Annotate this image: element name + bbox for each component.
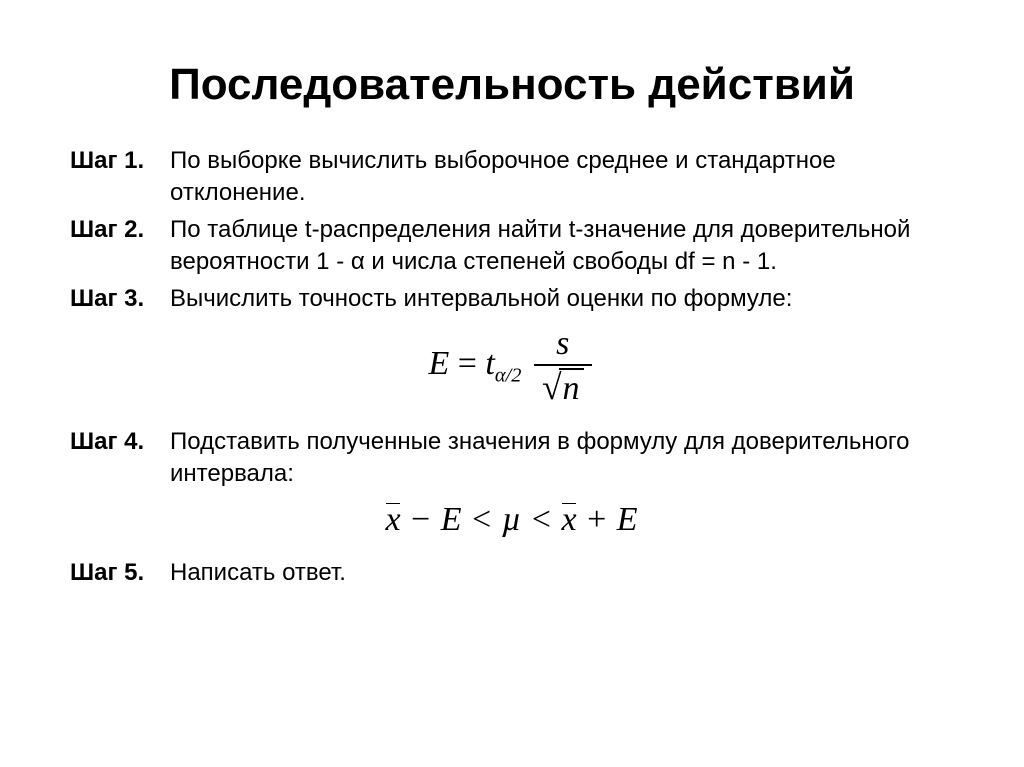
step-3: Шаг 3. Вычислить точность интервальной о… (70, 283, 954, 315)
step-label: Шаг 5. (70, 557, 170, 589)
steps-list: Шаг 1. По выборке вычислить выборочное с… (70, 145, 954, 589)
sym-xbar: x (385, 501, 401, 539)
formula-precision: E = tα/2 s √n (70, 325, 954, 408)
step-label: Шаг 4. (70, 426, 170, 491)
step-4: Шаг 4. Подставить полученные значения в … (70, 426, 954, 491)
sym-xbar: x (561, 501, 577, 539)
step-text: Написать ответ. (170, 557, 954, 589)
sym-alpha-half: α/2 (495, 364, 522, 386)
sym-n: n (559, 368, 584, 407)
step-5: Шаг 5. Написать ответ. (70, 557, 954, 589)
slide: Последовательность действий Шаг 1. По вы… (0, 0, 1024, 767)
sym-minus: − (402, 501, 441, 538)
sym-lt: < (463, 501, 502, 538)
step-2: Шаг 2. По таблице t-распределения найти … (70, 214, 954, 279)
step-text: По таблице t-распределения найти t-значе… (170, 214, 954, 279)
step-text: Вычислить точность интервальной оценки п… (170, 283, 954, 315)
step-1: Шаг 1. По выборке вычислить выборочное с… (70, 145, 954, 210)
numerator: s (534, 325, 592, 366)
sym-E: E (428, 345, 449, 382)
sym-t: t (485, 345, 494, 382)
step-label: Шаг 3. (70, 283, 170, 315)
fraction: s √n (534, 325, 592, 408)
step-label: Шаг 2. (70, 214, 170, 279)
step-text: Подставить полученные значения в формулу… (170, 426, 954, 491)
sym-E: E (441, 501, 463, 538)
sym-E: E (617, 501, 639, 538)
sym-mu: µ (502, 501, 523, 538)
formula-interval: x − E < µ < x + E (70, 501, 954, 539)
slide-title: Последовательность действий (70, 60, 954, 110)
sym-eq: = (449, 345, 485, 382)
step-label: Шаг 1. (70, 145, 170, 210)
step-text: По выборке вычислить выборочное среднее … (170, 145, 954, 210)
sqrt: √n (542, 370, 584, 407)
sym-lt: < (522, 501, 561, 538)
sym-plus: + (578, 501, 617, 538)
denominator: √n (534, 366, 592, 407)
